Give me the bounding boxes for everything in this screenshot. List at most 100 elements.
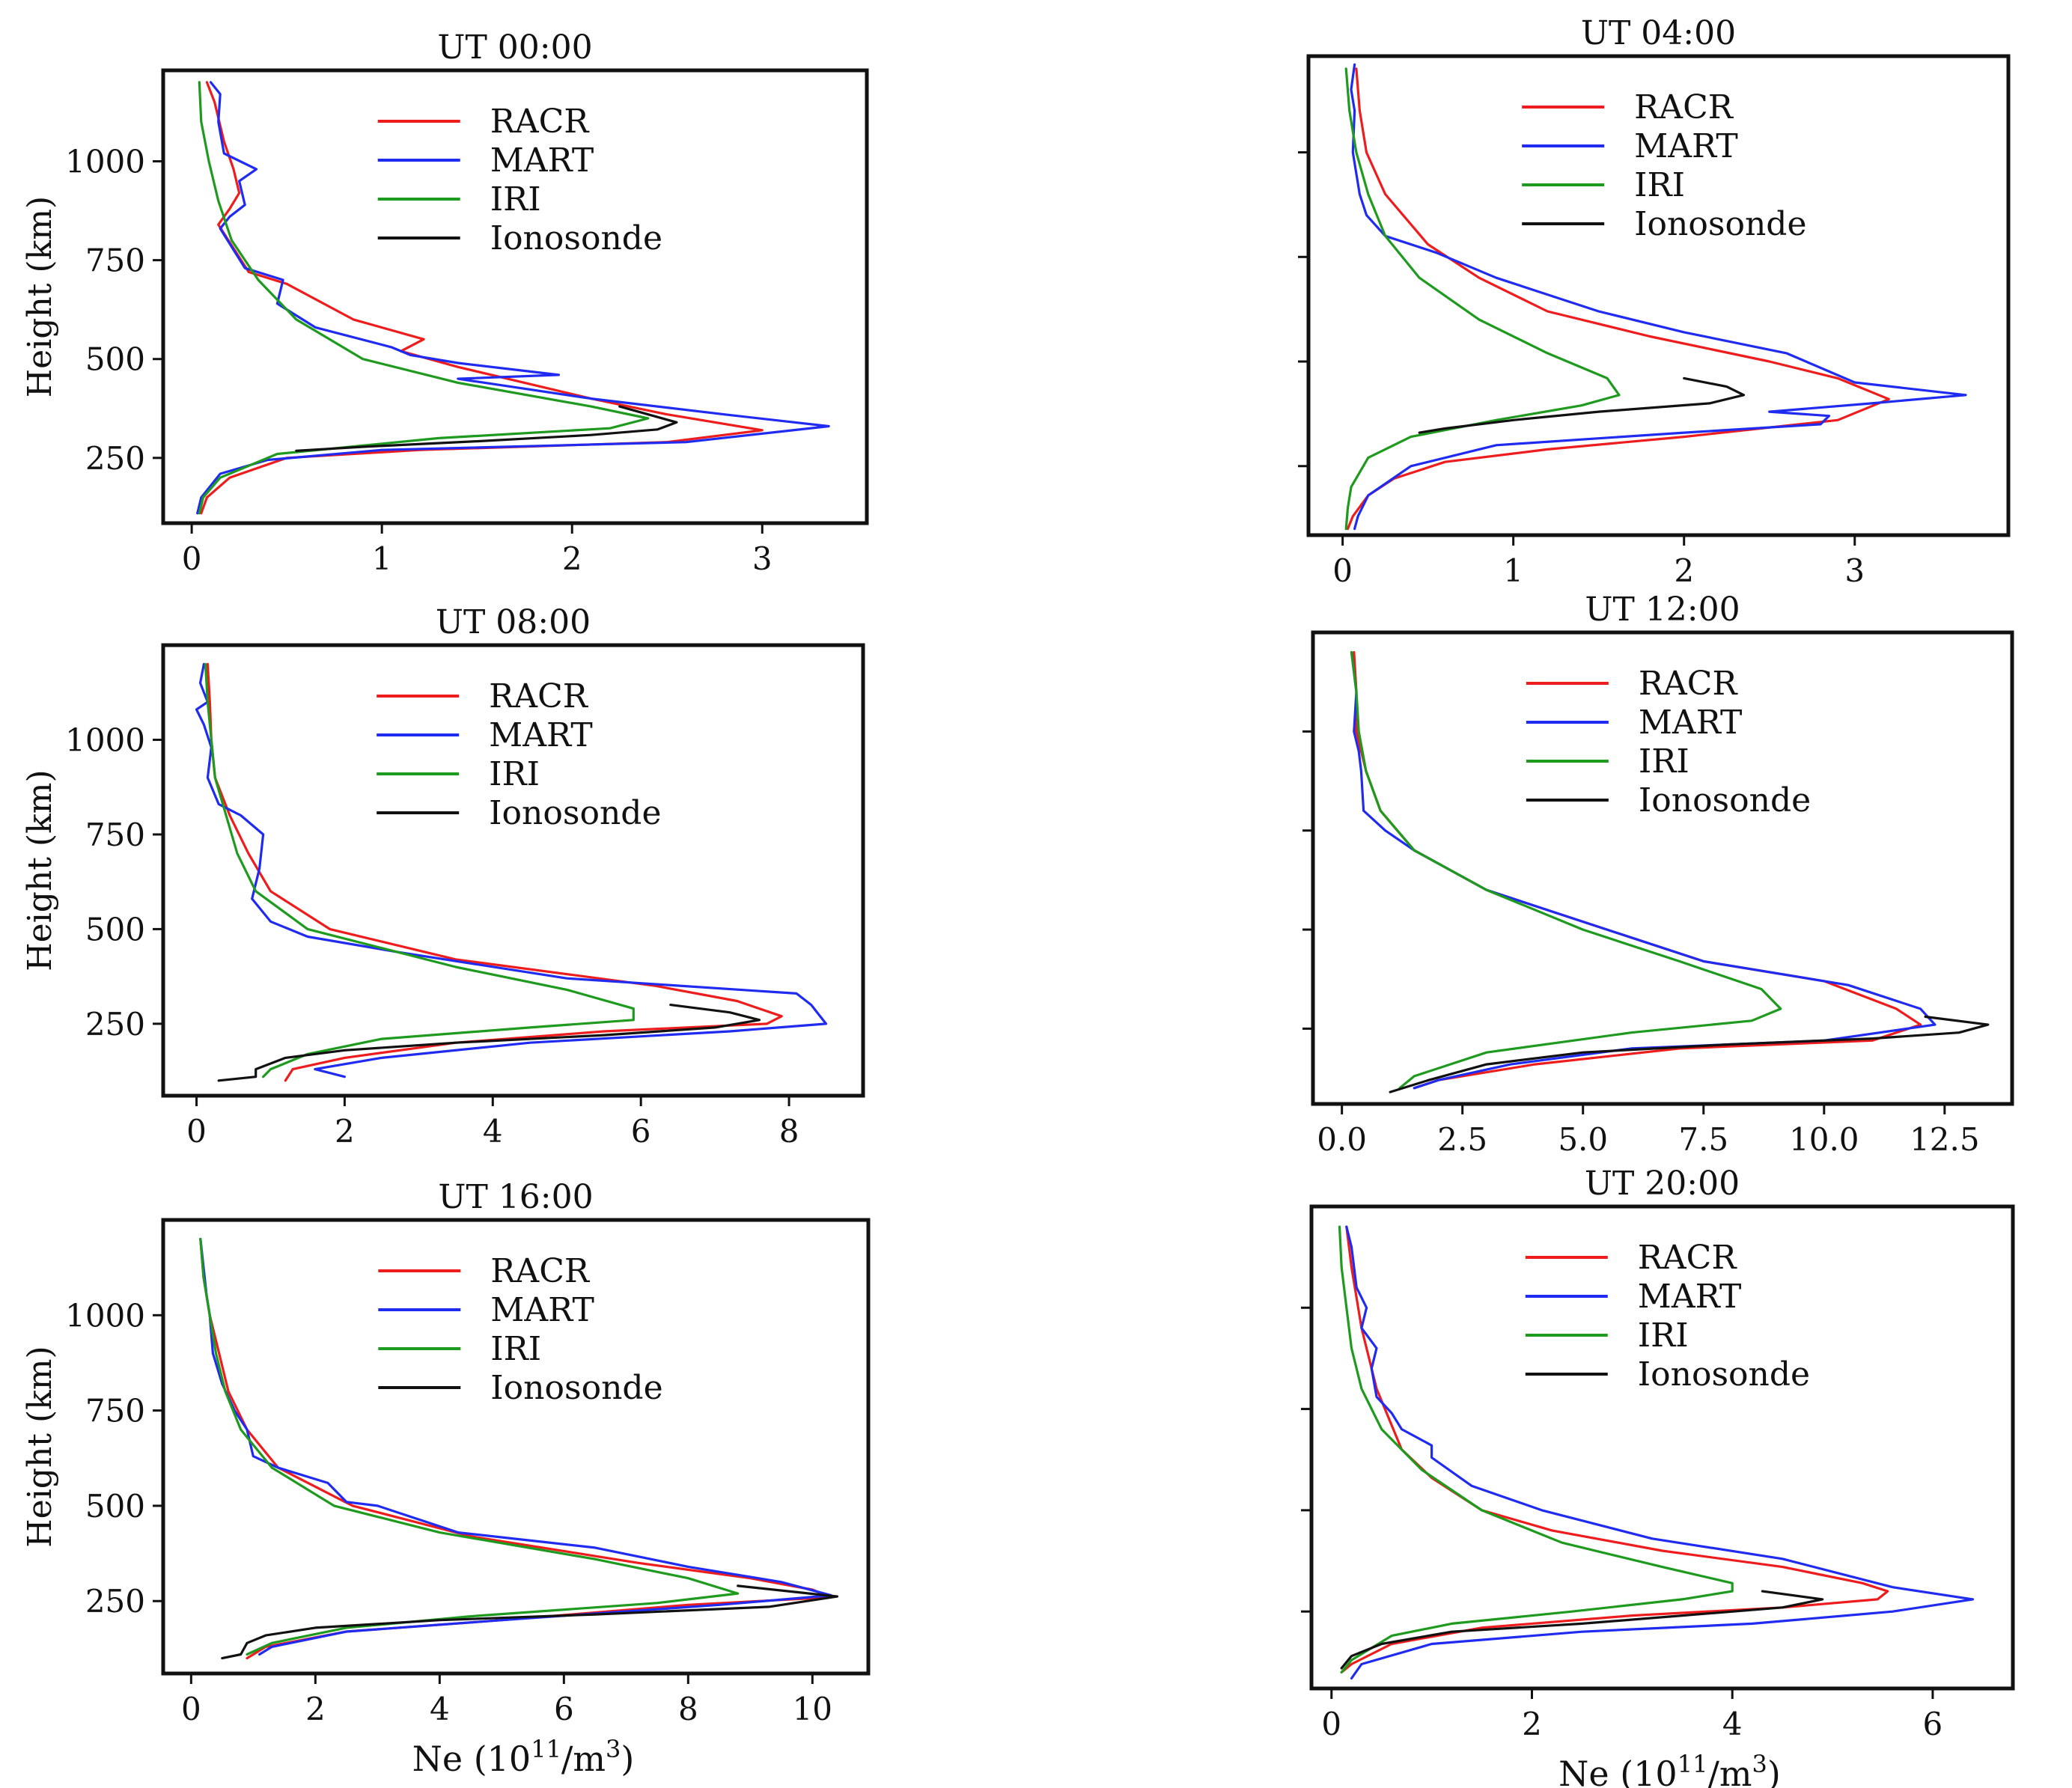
series-line-ionosonde — [1418, 376, 1746, 434]
legend-label-iri: IRI — [490, 1330, 541, 1368]
legend-label-ionosonde: Ionosonde — [1634, 205, 1806, 243]
legend-label-racr: RACR — [1634, 88, 1734, 126]
y-tick-label: 500 — [85, 1488, 145, 1525]
chart-panel-3: UT 12:00 0.0 2.5 5.0 7.5 10.0 12.5 RACRMARTIRII… — [1302, 591, 2014, 1158]
legend-label-racr: RACR — [490, 103, 591, 141]
chart-panel-0: UT 00:00 250 500 750 1000 0 1 2 3 Height (km) RACR… — [21, 28, 869, 577]
legend-label-racr: RACR — [489, 677, 589, 715]
legend-label-iri: IRI — [1638, 1316, 1689, 1355]
y-axis-label: Height (km) — [21, 1346, 59, 1547]
series-line-mart — [1345, 1225, 1975, 1680]
y-axis-label: Height (km) — [21, 769, 59, 971]
y-tick-label: 250 — [85, 440, 145, 477]
legend-label-racr: RACR — [490, 1252, 591, 1290]
chart-panel-5: UT 20:00 0 2 4 6 Ne (1011/m3) RACRMARTIRIIonos… — [1301, 1165, 2015, 1788]
x-axis-label: Ne (1011/m3) — [1558, 1750, 1781, 1788]
chart-title: UT 04:00 — [1581, 14, 1736, 52]
series-line-iri — [204, 662, 635, 1078]
series-line-racr — [1346, 67, 1890, 531]
legend-label-mart: MART — [489, 716, 593, 754]
legend-label-iri: IRI — [1639, 742, 1689, 781]
y-tick-label: 250 — [85, 1006, 145, 1043]
series-line-ionosonde — [221, 1584, 839, 1660]
series-line-racr — [1353, 650, 1922, 1090]
plot-frame — [1306, 54, 2011, 537]
chart-title: UT 00:00 — [437, 28, 592, 67]
legend-label-ionosonde: Ionosonde — [490, 219, 662, 257]
y-tick-label: 500 — [85, 341, 145, 378]
series-line-iri — [1350, 650, 1782, 1090]
x-tick-label: 10.0 — [1789, 1121, 1859, 1158]
x-tick-label: 2 — [562, 540, 582, 577]
x-tick-label: 2 — [1674, 552, 1694, 589]
x-tick-label: 8 — [779, 1113, 799, 1150]
x-tick-label: 0 — [186, 1113, 207, 1150]
x-tick-label: 0 — [1332, 552, 1353, 589]
plot-frame — [161, 68, 869, 525]
legend-label-ionosonde: Ionosonde — [490, 1369, 662, 1407]
y-tick-label: 500 — [85, 911, 145, 948]
series-line-mart — [199, 1237, 832, 1656]
y-tick-label: 750 — [85, 242, 145, 279]
x-tick-label: 4 — [483, 1113, 503, 1150]
chart-panel-4: UT 16:00 250 500 750 1000 0 2 4 6 8 10 Height (km) N… — [21, 1178, 871, 1779]
legend-label-ionosonde: Ionosonde — [489, 794, 661, 832]
legend-label-iri: IRI — [1634, 166, 1685, 204]
legend-label-mart: MART — [1638, 1278, 1742, 1316]
series-line-mart — [196, 81, 830, 515]
x-tick-label: 4 — [1722, 1706, 1743, 1742]
series-line-racr — [200, 81, 764, 515]
x-tick-label: 6 — [1923, 1706, 1943, 1742]
plot-frame — [161, 1218, 871, 1676]
series-line-iri — [198, 81, 650, 515]
series-line-mart — [1350, 650, 1937, 1090]
x-axis-label: Ne (1011/m3) — [412, 1735, 635, 1779]
y-tick-label: 1000 — [65, 1297, 145, 1334]
x-tick-label: 6 — [631, 1113, 651, 1150]
legend-label-mart: MART — [1639, 704, 1743, 742]
x-tick-label: 6 — [554, 1691, 574, 1727]
series-line-ionosonde — [295, 405, 678, 452]
plot-frame — [161, 643, 865, 1098]
x-tick-label: 8 — [678, 1691, 698, 1727]
legend-label-racr: RACR — [1639, 665, 1739, 703]
x-tick-label: 5.0 — [1558, 1121, 1608, 1158]
legend-label-iri: IRI — [490, 180, 541, 219]
chart-title: UT 16:00 — [438, 1178, 593, 1216]
series-line-racr — [1340, 1225, 1889, 1673]
y-tick-label: 750 — [85, 817, 145, 853]
series-line-ionosonde — [217, 1003, 761, 1082]
y-tick-label: 250 — [85, 1583, 145, 1620]
series-line-ionosonde — [1340, 1590, 1824, 1670]
plot-frame — [1309, 1204, 2015, 1691]
y-tick-label: 1000 — [65, 721, 145, 758]
x-tick-label: 12.5 — [1910, 1121, 1980, 1158]
x-tick-label: 4 — [430, 1691, 450, 1727]
legend-label-ionosonde: Ionosonde — [1638, 1355, 1810, 1394]
x-tick-label: 2 — [335, 1113, 355, 1150]
x-tick-label: 10 — [793, 1691, 832, 1727]
legend-label-ionosonde: Ionosonde — [1639, 781, 1811, 820]
legend-label-mart: MART — [490, 141, 594, 180]
x-tick-label: 0 — [181, 1691, 201, 1727]
legend-label-mart: MART — [490, 1291, 594, 1329]
legend-label-racr: RACR — [1638, 1239, 1738, 1277]
chart-panel-2: UT 08:00 250 500 750 1000 0 2 4 6 8 Height (km) RAC… — [21, 603, 865, 1150]
x-tick-label: 0.0 — [1317, 1121, 1367, 1158]
legend-label-mart: MART — [1634, 127, 1738, 165]
chart-title: UT 20:00 — [1585, 1165, 1740, 1203]
x-tick-label: 0 — [1321, 1706, 1341, 1742]
chart-title: UT 08:00 — [436, 603, 591, 641]
series-line-mart — [1350, 63, 1967, 531]
legend-label-iri: IRI — [489, 755, 540, 793]
y-axis-label: Height (km) — [21, 196, 59, 397]
series-line-iri — [1344, 67, 1621, 531]
x-tick-label: 3 — [752, 540, 773, 577]
x-tick-label: 2 — [305, 1691, 326, 1727]
x-tick-label: 2 — [1522, 1706, 1542, 1742]
chart-title: UT 12:00 — [1585, 591, 1740, 629]
plot-frame — [1311, 630, 2014, 1106]
x-tick-label: 2.5 — [1437, 1121, 1487, 1158]
series-line-iri — [199, 1237, 740, 1656]
